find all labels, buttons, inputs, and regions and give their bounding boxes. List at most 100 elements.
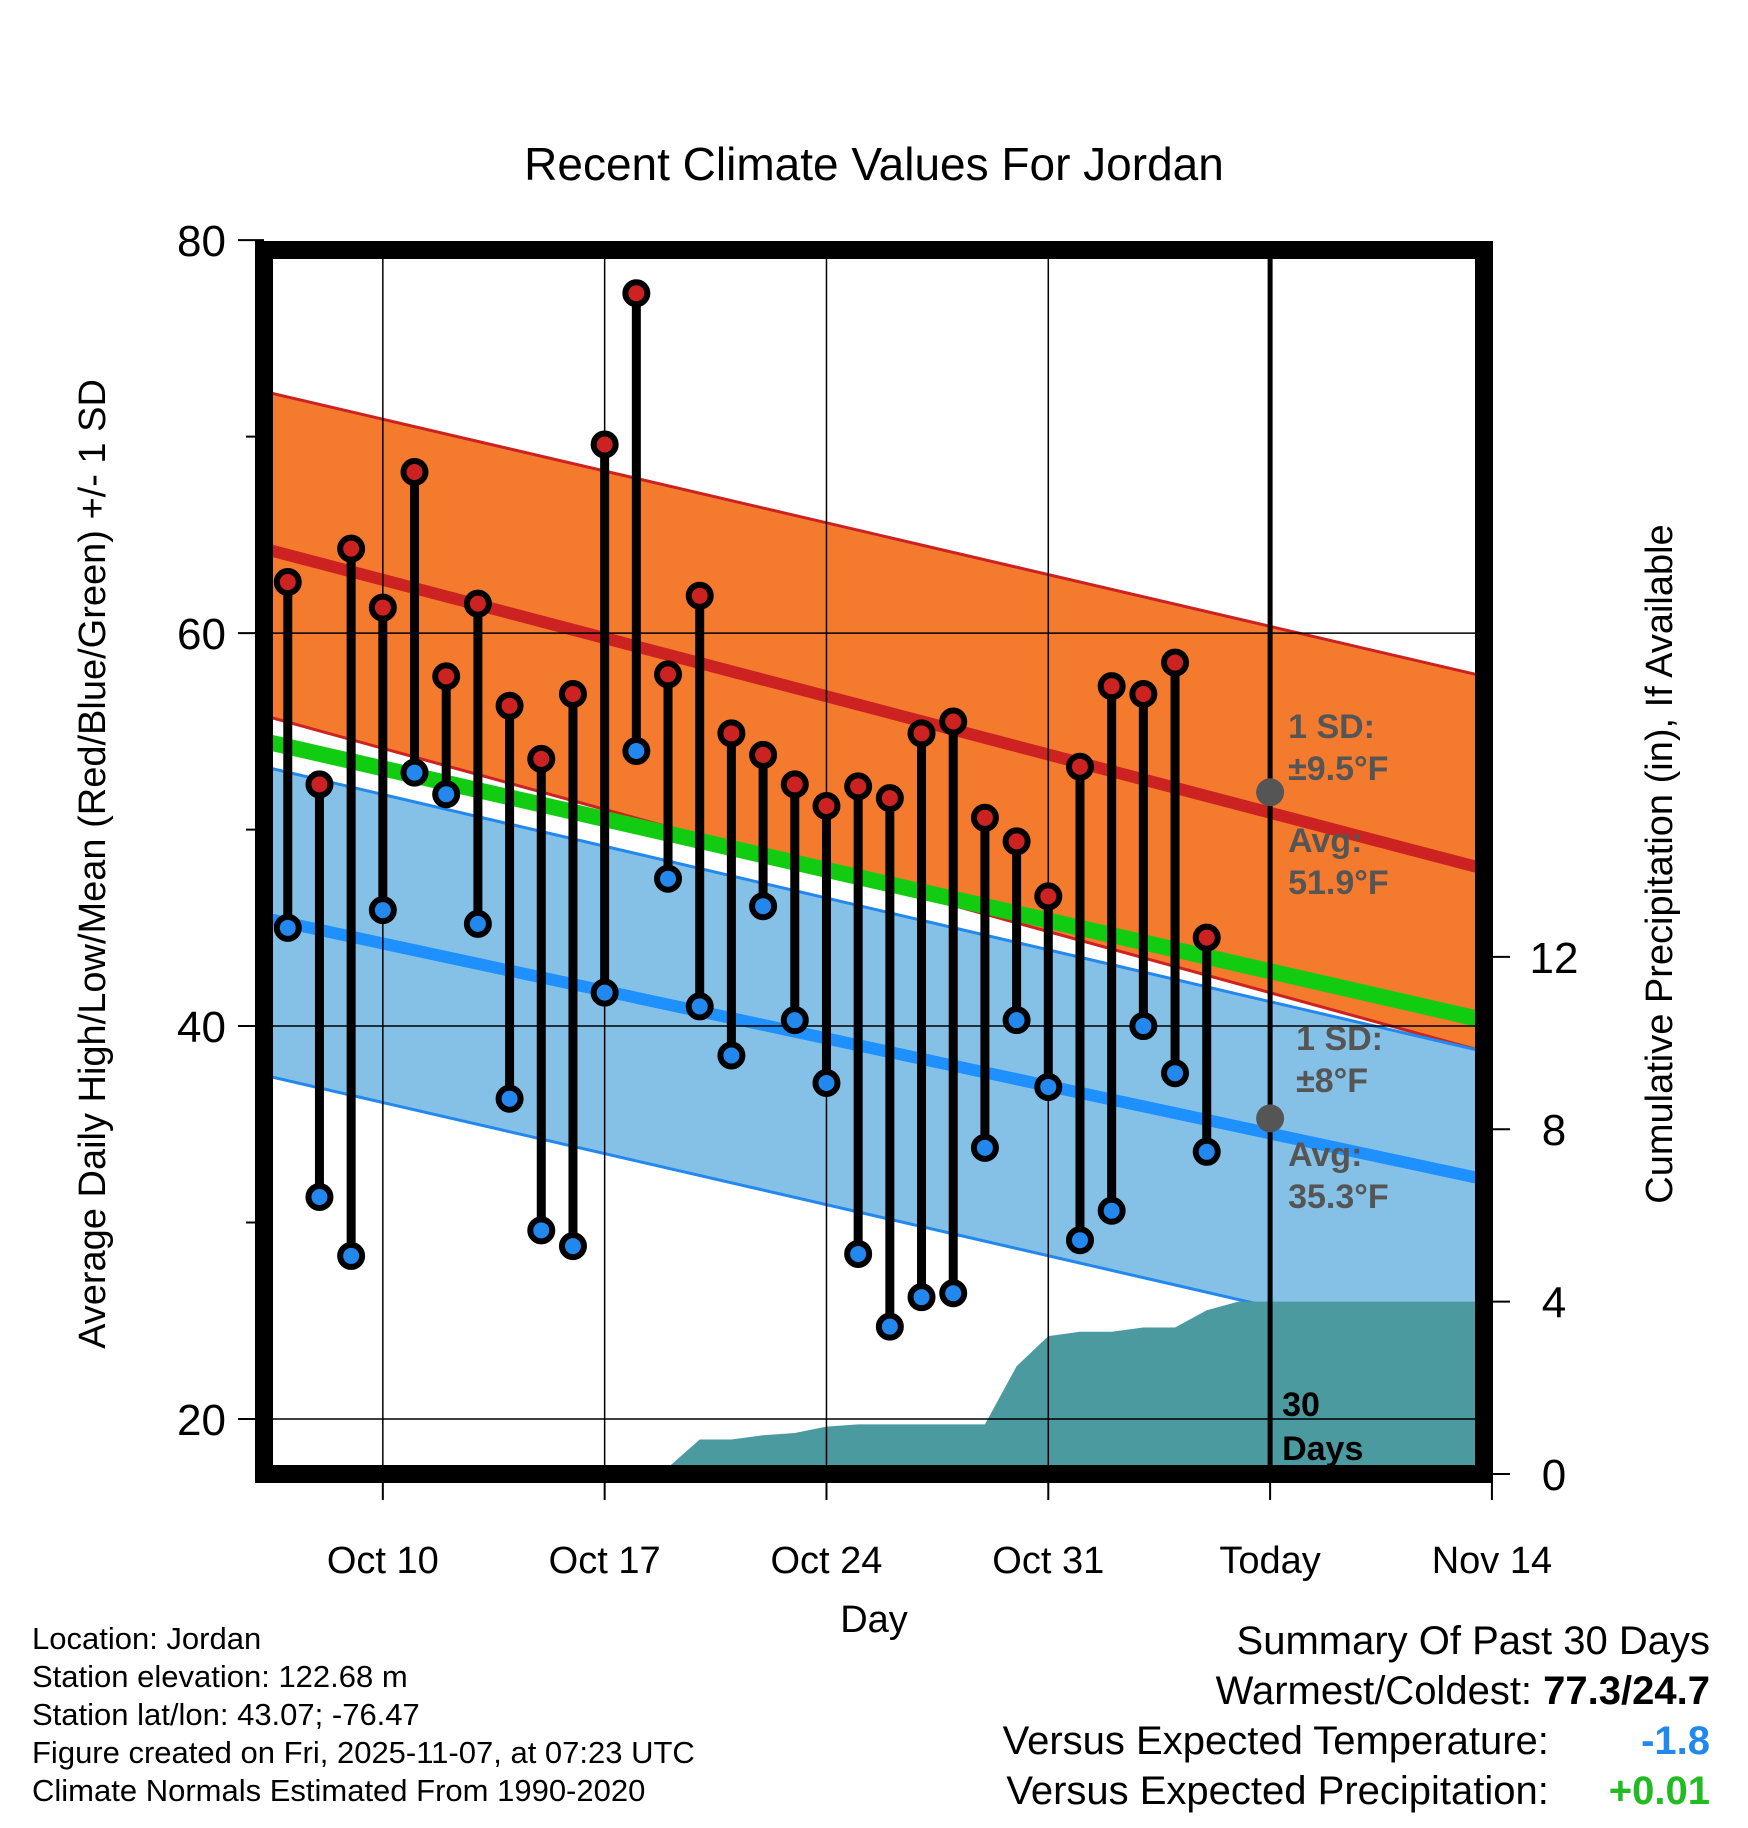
x-tick-label: Oct 10 (327, 1540, 439, 1582)
low-point (463, 909, 492, 938)
y-right-tick-label: 12 (1530, 934, 1579, 983)
high-sd-label: 1 SD: (1288, 708, 1375, 746)
high-point (495, 691, 524, 720)
low-point (527, 1216, 556, 1245)
low-point (368, 896, 397, 925)
high-point (432, 662, 461, 691)
low-point (590, 978, 619, 1007)
low-normal-line (264, 912, 1484, 1186)
high-point (1097, 672, 1126, 701)
high-point (1161, 648, 1190, 677)
high-point (685, 581, 714, 610)
high-avg-label: Avg: (1288, 822, 1362, 860)
low-point (273, 913, 302, 942)
low-point (970, 1133, 999, 1162)
high-point (273, 568, 302, 597)
high-point (812, 792, 841, 821)
high-point (400, 458, 429, 487)
low-point (432, 780, 461, 809)
warm-cold-label: Warmest/Coldest: (1215, 1669, 1533, 1713)
x-tick-label: Oct 24 (770, 1540, 882, 1582)
high-point (939, 707, 968, 736)
high-point (654, 660, 683, 689)
x-tick-label: Today (1219, 1540, 1320, 1582)
low-sd-upper-line (264, 765, 1484, 1054)
low-point (337, 1241, 366, 1270)
low-point (685, 992, 714, 1021)
low-sd-label: 1 SD: (1296, 1020, 1383, 1058)
low-point (1192, 1137, 1221, 1166)
low-point (1002, 1006, 1031, 1035)
x-tick-label: Nov 14 (1432, 1540, 1552, 1582)
x-axis-label: Day (840, 1599, 908, 1641)
low-point (400, 758, 429, 787)
high-point (368, 593, 397, 622)
x-tick-label: Oct 17 (549, 1540, 661, 1582)
low-point (558, 1232, 587, 1261)
today-high-normal-marker (1256, 778, 1285, 807)
high-sd-upper-line (264, 389, 1484, 678)
high-point (1065, 752, 1094, 781)
high-sd-value: ±9.5°F (1288, 750, 1388, 788)
low-point (717, 1041, 746, 1070)
y-tick-label: 40 (177, 1003, 226, 1052)
precipitation-area (264, 1301, 1484, 1474)
x-tick-label: Oct 31 (992, 1540, 1104, 1582)
plot-inner (264, 250, 1484, 1474)
low-avg-value: 35.3°F (1288, 1178, 1389, 1216)
high-point (1034, 882, 1063, 911)
summary-precip: Versus Expected Precipitation: +0.01 (1003, 1766, 1710, 1816)
station-metadata: Location: Jordan Station elevation: 122.… (32, 1620, 695, 1810)
low-point (1161, 1059, 1190, 1088)
high-point (875, 784, 904, 813)
high-point (970, 803, 999, 832)
low-avg-label: Avg: (1288, 1136, 1362, 1174)
low-point (749, 892, 778, 921)
high-point (305, 770, 334, 799)
summary-panel: Summary Of Past 30 Days Warmest/Coldest:… (1003, 1616, 1710, 1816)
low-point (1065, 1226, 1094, 1255)
low-point (1129, 1012, 1158, 1041)
high-point (463, 589, 492, 618)
y-axis-right-label: Cumulative Precipitation (in), If Availa… (1639, 524, 1681, 1203)
days-word: Days (1282, 1430, 1363, 1468)
low-sd-value: ±8°F (1296, 1062, 1368, 1100)
today-low-normal-marker (1256, 1104, 1285, 1133)
y-axis-label: Average Daily High/Low/Mean (Red/Blue/Gr… (72, 379, 114, 1349)
plot-frame (255, 241, 1493, 1483)
low-point (495, 1084, 524, 1113)
y-tick-label: 60 (177, 610, 226, 659)
precip-value: +0.01 (1608, 1769, 1710, 1813)
precip-label: Versus Expected Precipitation: (1006, 1769, 1549, 1813)
high-avg-value: 51.9°F (1288, 864, 1389, 902)
days-count: 30 (1282, 1386, 1320, 1424)
y-right-tick-label: 8 (1542, 1106, 1566, 1155)
low-point (780, 1006, 809, 1035)
low-point (844, 1239, 873, 1268)
low-point (939, 1279, 968, 1308)
low-point (1097, 1196, 1126, 1225)
created-text: Figure created on Fri, 2025-11-07, at 07… (32, 1735, 695, 1770)
summary-warm-cold: Warmest/Coldest: 77.3/24.7 (1003, 1666, 1710, 1716)
low-point (305, 1182, 334, 1211)
high-point (844, 772, 873, 801)
low-point (907, 1283, 936, 1312)
high-point (780, 770, 809, 799)
low-point (875, 1312, 904, 1341)
high-point (1192, 923, 1221, 952)
low-point (812, 1069, 841, 1098)
summary-temp: Versus Expected Temperature: -1.8 (1003, 1716, 1710, 1766)
high-point (558, 680, 587, 709)
temp-value: -1.8 (1641, 1719, 1710, 1763)
chart-title: Recent Climate Values For Jordan (524, 138, 1224, 190)
y-right-tick-label: 0 (1542, 1451, 1566, 1500)
high-point (1002, 827, 1031, 856)
mean-normal-line (264, 733, 1484, 1028)
y-tick-label: 20 (177, 1396, 226, 1445)
temp-label: Versus Expected Temperature: (1002, 1719, 1549, 1763)
normals-text: Climate Normals Estimated From 1990-2020 (32, 1773, 646, 1808)
high-point (622, 279, 651, 308)
latlon-text: Station lat/lon: 43.07; -76.47 (32, 1697, 420, 1732)
y-right-tick-label: 4 (1542, 1279, 1566, 1328)
